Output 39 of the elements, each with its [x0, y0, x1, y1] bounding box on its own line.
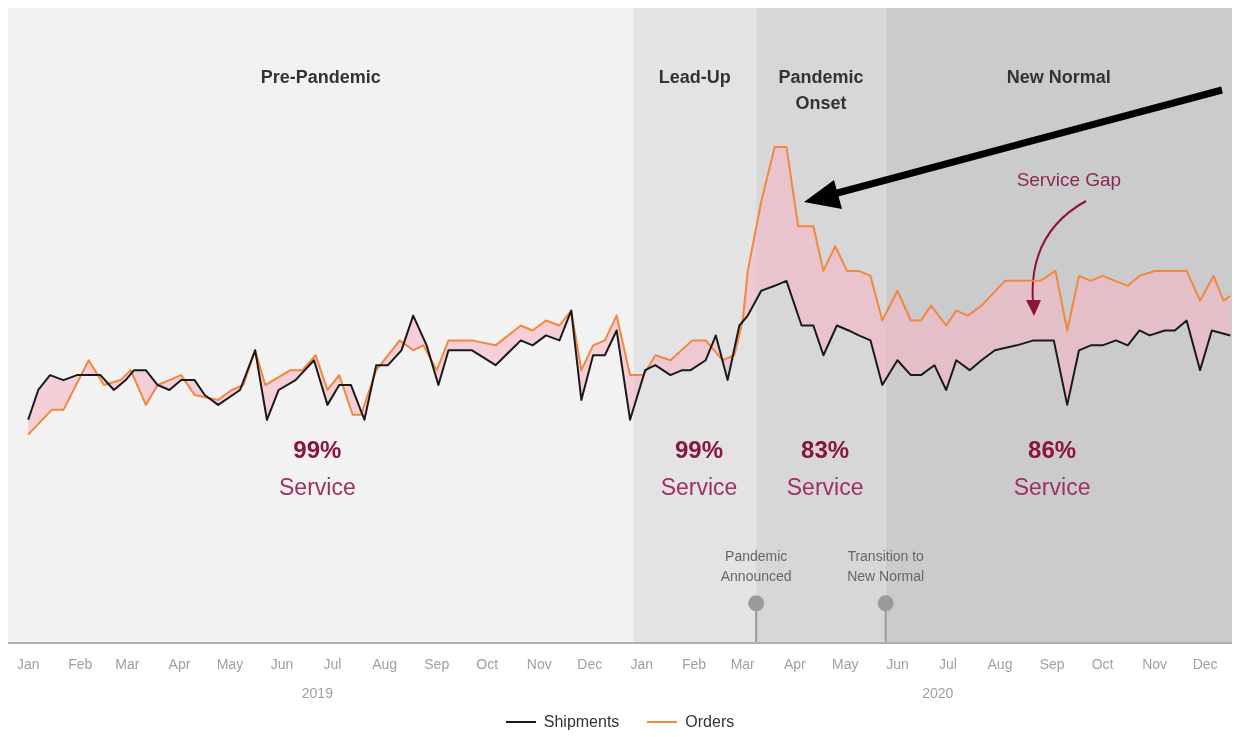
- band-label: Lead-Up: [658, 67, 731, 87]
- x-tick-label: May: [216, 655, 244, 672]
- legend-label: Shipments: [543, 713, 620, 731]
- x-tick-label: Jun: [270, 655, 294, 672]
- x-tick-label: Feb: [68, 655, 93, 672]
- x-tick-label: Dec: [1192, 655, 1218, 672]
- x-tick-label: Nov: [1142, 655, 1168, 672]
- annotation: Service Gap: [1016, 169, 1122, 190]
- band-label: New Normal: [1006, 67, 1111, 87]
- x-tick-label: Dec: [577, 655, 603, 672]
- annotation: 99% Service: [660, 436, 738, 500]
- band-label: Pre-Pandemic: [260, 67, 381, 87]
- x-tick-label: Mar: [730, 655, 756, 672]
- text: 2020: [922, 685, 954, 701]
- x-tick-label: Aug: [987, 655, 1013, 672]
- x-tick-label: Feb: [681, 655, 707, 672]
- annotation: 99% Service: [279, 436, 356, 500]
- x-tick-label: Apr: [168, 655, 191, 672]
- x-tick-label: May: [832, 655, 859, 672]
- legend-label: Orders: [685, 713, 735, 731]
- x-tick-label: Jul: [323, 655, 342, 672]
- x-tick-label: Aug: [372, 655, 398, 672]
- band-label: Pandemic Onset: [778, 67, 864, 113]
- x-tick-label: Nov: [526, 655, 552, 672]
- x-tick-label: Jul: [938, 655, 957, 672]
- annotation: 83% Service: [786, 436, 864, 500]
- x-tick-label: Oct: [1091, 655, 1114, 672]
- ref-line-label: Pandemic Announced: [720, 548, 792, 585]
- x-tick-label: Oct: [476, 655, 499, 672]
- x-tick-label: Mar: [115, 655, 140, 672]
- x-tick-label: Sep: [424, 655, 450, 672]
- x-tick-label: Jan: [630, 655, 654, 672]
- annotation: 86% Service: [1013, 436, 1091, 500]
- x-tick-label: Sep: [1039, 655, 1065, 672]
- text: 2019: [301, 685, 334, 701]
- x-tick-label: Apr: [783, 655, 807, 672]
- ref-line-label: Transition to New Normal: [847, 548, 925, 585]
- x-tick-label: Jun: [886, 655, 909, 672]
- x-tick-label: Jan: [16, 655, 40, 672]
